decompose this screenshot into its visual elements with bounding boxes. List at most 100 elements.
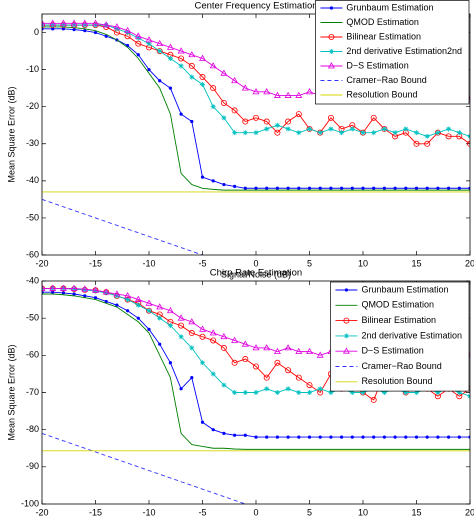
marker [340,435,344,439]
marker [434,129,441,136]
legend-label: QMOD Estimation [346,17,419,27]
x-tick-label: -15 [89,507,102,517]
marker [404,186,408,190]
marker [61,27,65,31]
x-tick-label: -5 [198,258,206,268]
legend-item: Bilinear Estimation [335,315,436,325]
marker [220,344,227,351]
marker [134,32,142,39]
plot-frame [41,280,471,505]
marker [113,290,121,297]
marker [178,55,185,62]
marker [126,309,130,313]
marker [286,435,290,439]
marker [42,19,46,26]
marker [285,367,292,374]
marker [275,186,279,190]
legend-label: 2nd derivative Estimation [361,330,462,340]
marker [343,333,349,339]
marker [286,186,290,190]
marker [241,84,249,91]
marker [104,299,108,304]
marker [274,129,281,136]
marker [231,359,238,366]
marker [115,303,119,307]
marker [136,53,140,57]
marker [92,286,99,293]
series-line [42,26,470,191]
marker [188,330,195,337]
legend-item: D−S Estimation [335,346,424,356]
series-line [42,293,470,450]
legend-item: Cramer−Rao Bound [335,361,442,371]
marker [113,23,121,30]
legend-label: Resolution Bound [361,376,432,386]
marker [156,303,164,310]
y-tick-label: -50 [26,313,39,323]
legend-label: D−S Estimation [361,346,423,356]
marker [166,43,174,50]
legend-item: QMOD Estimation [335,300,434,310]
legend: Grunbaum Estimation QMOD Estimation Biline… [315,0,470,105]
marker [124,292,132,299]
x-axis-label: Signal/Noise (dB) [221,269,291,279]
marker [83,294,87,298]
marker [93,288,98,294]
marker [329,186,333,190]
marker [252,88,260,95]
legend-item: Resolution Bound [335,376,433,386]
marker [190,119,194,124]
y-tick-label: -100 [21,498,39,508]
marker [295,91,303,98]
marker [134,295,142,302]
x-tick-label: 0 [253,507,258,517]
y-tick-label: -50 [26,212,39,222]
marker [370,114,377,121]
marker [295,374,302,381]
marker [425,186,429,190]
marker [435,390,441,395]
legend-label: Cramer−Rao Bound [361,361,441,371]
marker [82,287,88,293]
marker [102,21,110,28]
marker [316,351,324,358]
legend: Grunbaum Estimation QMOD Estimation Biline… [330,281,470,392]
series [42,27,470,190]
marker [328,390,334,395]
marker [49,284,57,291]
marker [179,387,183,391]
marker [381,390,387,395]
marker [265,435,269,439]
marker [222,182,226,187]
marker [42,284,46,291]
marker [414,390,419,395]
marker [414,186,419,190]
marker [372,186,376,190]
marker [285,126,291,132]
marker [221,382,227,388]
marker [252,114,259,121]
legend-label: Bilinear Estimation [346,31,421,41]
marker [211,428,215,432]
y-tick-label: -40 [26,175,39,185]
legend-label: Bilinear Estimation [361,315,436,325]
marker [328,34,335,41]
marker [447,435,451,439]
marker [254,435,258,439]
marker [210,371,216,377]
marker [93,296,98,300]
marker [306,125,313,132]
marker [393,186,397,190]
marker [360,390,366,395]
x-tick-label: -15 [89,258,102,268]
marker [242,390,248,395]
series [42,293,470,450]
marker [382,186,386,190]
x-tick-label: -5 [198,507,206,517]
marker [371,130,377,136]
marker [233,184,237,189]
legend-label: D−S Estimation [346,60,408,70]
marker [83,29,87,33]
marker [307,435,312,439]
